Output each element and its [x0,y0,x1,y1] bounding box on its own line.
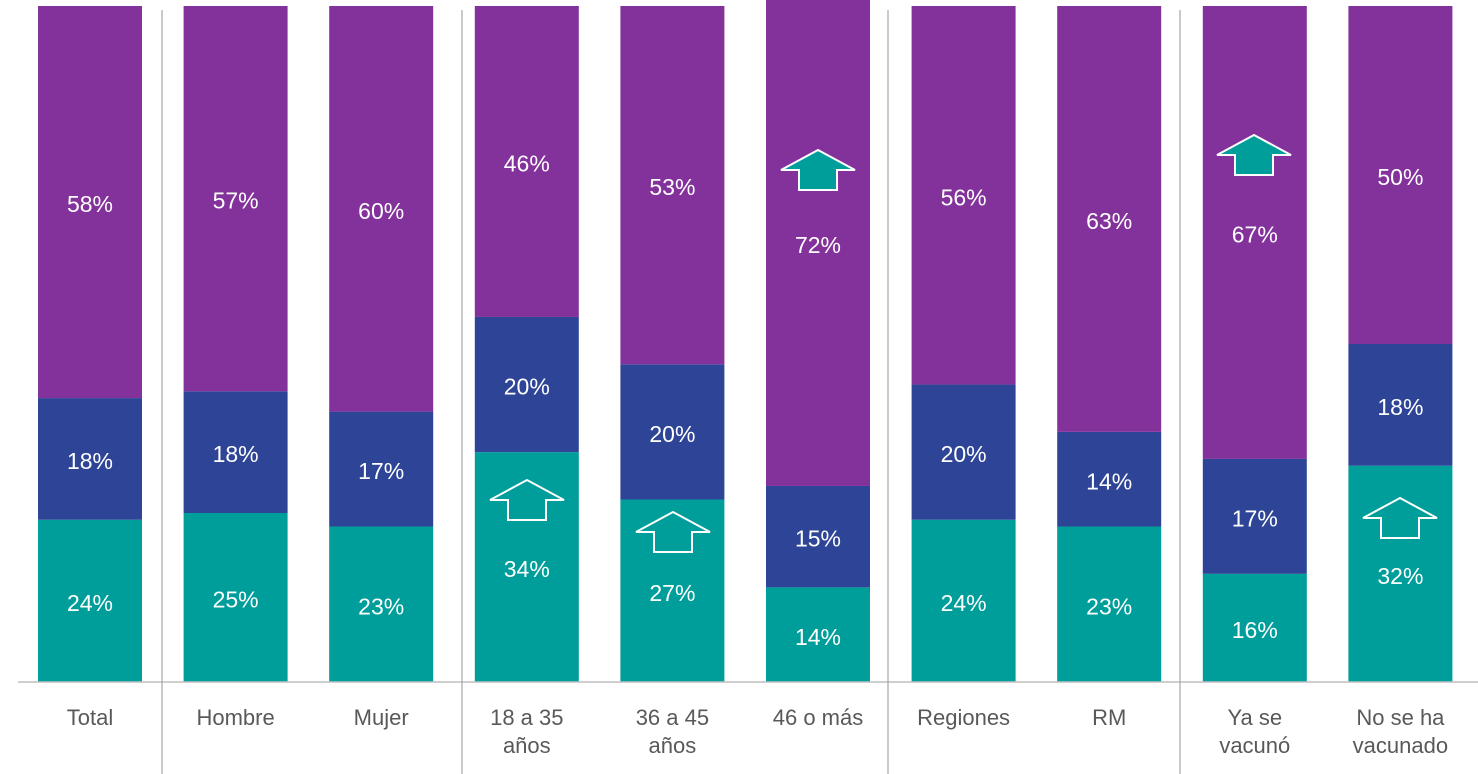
arrows [489,133,1438,553]
value-label: 23% [358,593,404,619]
value-label: 18% [67,448,113,474]
value-label: 17% [1232,505,1278,531]
x-tick-label: Total [66,705,114,730]
bar-segment [329,6,434,412]
value-label: 50% [1377,164,1423,190]
value-label: 60% [358,198,404,224]
x-tick-label: 46 o más [772,705,864,730]
value-label: 18% [213,441,259,467]
bar-segment [38,6,142,399]
value-label: 14% [795,624,841,650]
bar-segment [1057,526,1162,682]
bar-segment [1057,431,1162,527]
value-label: 72% [795,232,841,258]
x-tick-label: No se ha vacunado [1352,705,1449,758]
value-label: 32% [1377,563,1423,589]
bar-segment [329,526,434,682]
value-label: 27% [649,580,695,606]
bar-segment [1348,344,1453,466]
bar-segment [1202,573,1307,682]
bar-segment [1348,6,1453,344]
value-label: 23% [1086,593,1132,619]
x-tick-label: 36 a 45 años [635,705,710,758]
value-label: 14% [1086,468,1132,494]
x-tick-label: Hombre [196,705,275,730]
up-arrow-outline [489,478,565,521]
value-label: 24% [941,590,987,616]
value-label: 20% [504,374,550,400]
value-label: 34% [504,556,550,582]
bar-segment [38,519,142,682]
bars: 24% 18% 58% 25% 18% 57% 23% 17% 60% 34% 20% 46% 27% 2… [38,0,1453,682]
x-tick-label: Mujer [353,705,409,730]
value-label: 57% [213,188,259,214]
value-label: 46% [504,151,550,177]
x-tick-label: 18 a 35 años [490,705,564,758]
value-label: 53% [649,174,695,200]
up-arrow-outline [1362,496,1438,539]
value-label: 67% [1232,222,1278,248]
value-label: 58% [67,191,113,217]
bar-segment [766,485,870,588]
x-tick-label: Ya se vacunó [1219,705,1291,758]
value-label: 25% [213,587,259,613]
value-label: 56% [941,184,987,210]
bar-segment [183,513,288,682]
bar-segment [766,587,870,682]
value-label: 63% [1086,208,1132,234]
group-separators [161,10,1181,774]
bar-segment [474,6,579,317]
bar-segment [620,6,725,365]
up-arrow [780,148,856,191]
bar-segment [911,519,1016,682]
bar-segment [38,398,142,520]
bar-segment [474,452,579,682]
bar-segment [183,6,288,392]
x-tick-label: RM [1092,705,1127,730]
bar-segment [1202,458,1307,574]
value-label: 17% [358,458,404,484]
up-arrow [1216,133,1292,176]
bar-segment [911,384,1016,520]
bar-segment [1348,465,1453,682]
value-label: 20% [649,421,695,447]
bar-segment [474,316,579,453]
bar-segment [1057,6,1162,432]
value-label: 20% [941,441,987,467]
bar-segment [911,6,1016,385]
up-arrow-outline [635,510,711,553]
bar-segment [1202,6,1307,459]
value-label: 18% [1377,394,1423,420]
value-label: 16% [1232,617,1278,643]
bar-segment [766,0,870,486]
bar-segment [329,411,434,527]
value-label: 15% [795,526,841,552]
bar-segment [183,391,288,513]
x-tick-label: Regiones [917,705,1011,730]
value-label: 24% [67,590,113,616]
bar-segment [620,364,725,500]
